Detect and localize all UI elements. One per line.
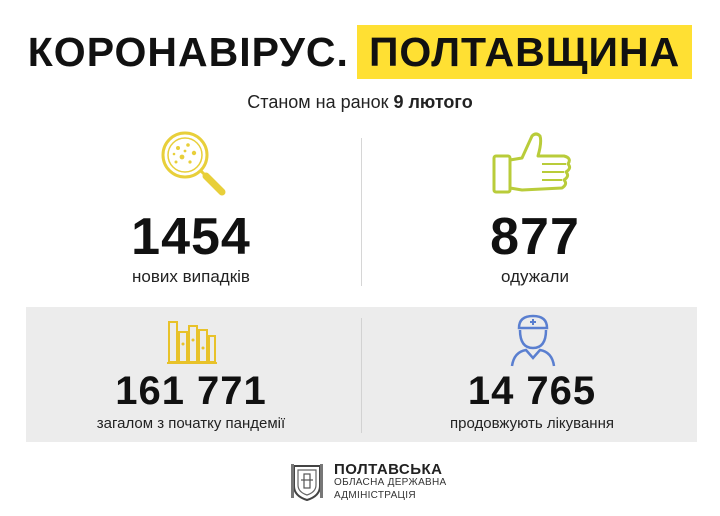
coat-of-arms-icon	[291, 464, 323, 502]
total-stat: 161 771 загалом з початку пандемії	[71, 371, 311, 432]
recovered-stat: 877 одужали	[440, 211, 630, 287]
doctor-icon	[510, 314, 556, 367]
title-coronavirus: КОРОНАВІРУС.	[27, 28, 349, 75]
footer-line2: ОБЛАСНА ДЕРЖАВНА	[334, 476, 447, 488]
new-cases-label: нових випадків	[132, 267, 250, 286]
new-cases-stat: 1454 нових випадків	[96, 211, 286, 287]
treatment-value: 14 765	[467, 369, 597, 413]
title-region: ПОЛТАВЩИНА	[356, 25, 693, 79]
header: КОРОНАВІРУС. ПОЛТАВЩИНА	[0, 22, 720, 82]
virus-magnifier-icon	[161, 131, 226, 196]
total-value: 161 771	[115, 369, 267, 413]
divider-top	[361, 138, 362, 286]
footer-line1: ПОЛТАВСЬКА	[334, 460, 443, 478]
new-cases-value: 1454	[131, 208, 251, 266]
divider-bottom	[361, 318, 362, 433]
treatment-label: продовжують лікування	[450, 415, 614, 432]
bar-chart-icon	[167, 321, 217, 364]
recovered-label: одужали	[501, 267, 569, 286]
recovered-value: 877	[490, 208, 580, 266]
date-value: 9 лютого	[393, 92, 473, 112]
footer: ПОЛТАВСЬКА ОБЛАСНА ДЕРЖАВНА АДМІНІСТРАЦІ…	[290, 460, 447, 504]
date-line: Станом на ранок 9 лютого	[0, 92, 720, 113]
treatment-stat: 14 765 продовжують лікування	[412, 371, 652, 432]
thumbs-up-icon	[492, 132, 572, 194]
footer-line3: АДМІНІСТРАЦІЯ	[334, 489, 416, 501]
date-prefix: Станом на ранок	[247, 92, 394, 112]
total-label: загалом з початку пандемії	[96, 415, 286, 432]
footer-text: ПОЛТАВСЬКА ОБЛАСНА ДЕРЖАВНА АДМІНІСТРАЦІ…	[334, 460, 447, 502]
